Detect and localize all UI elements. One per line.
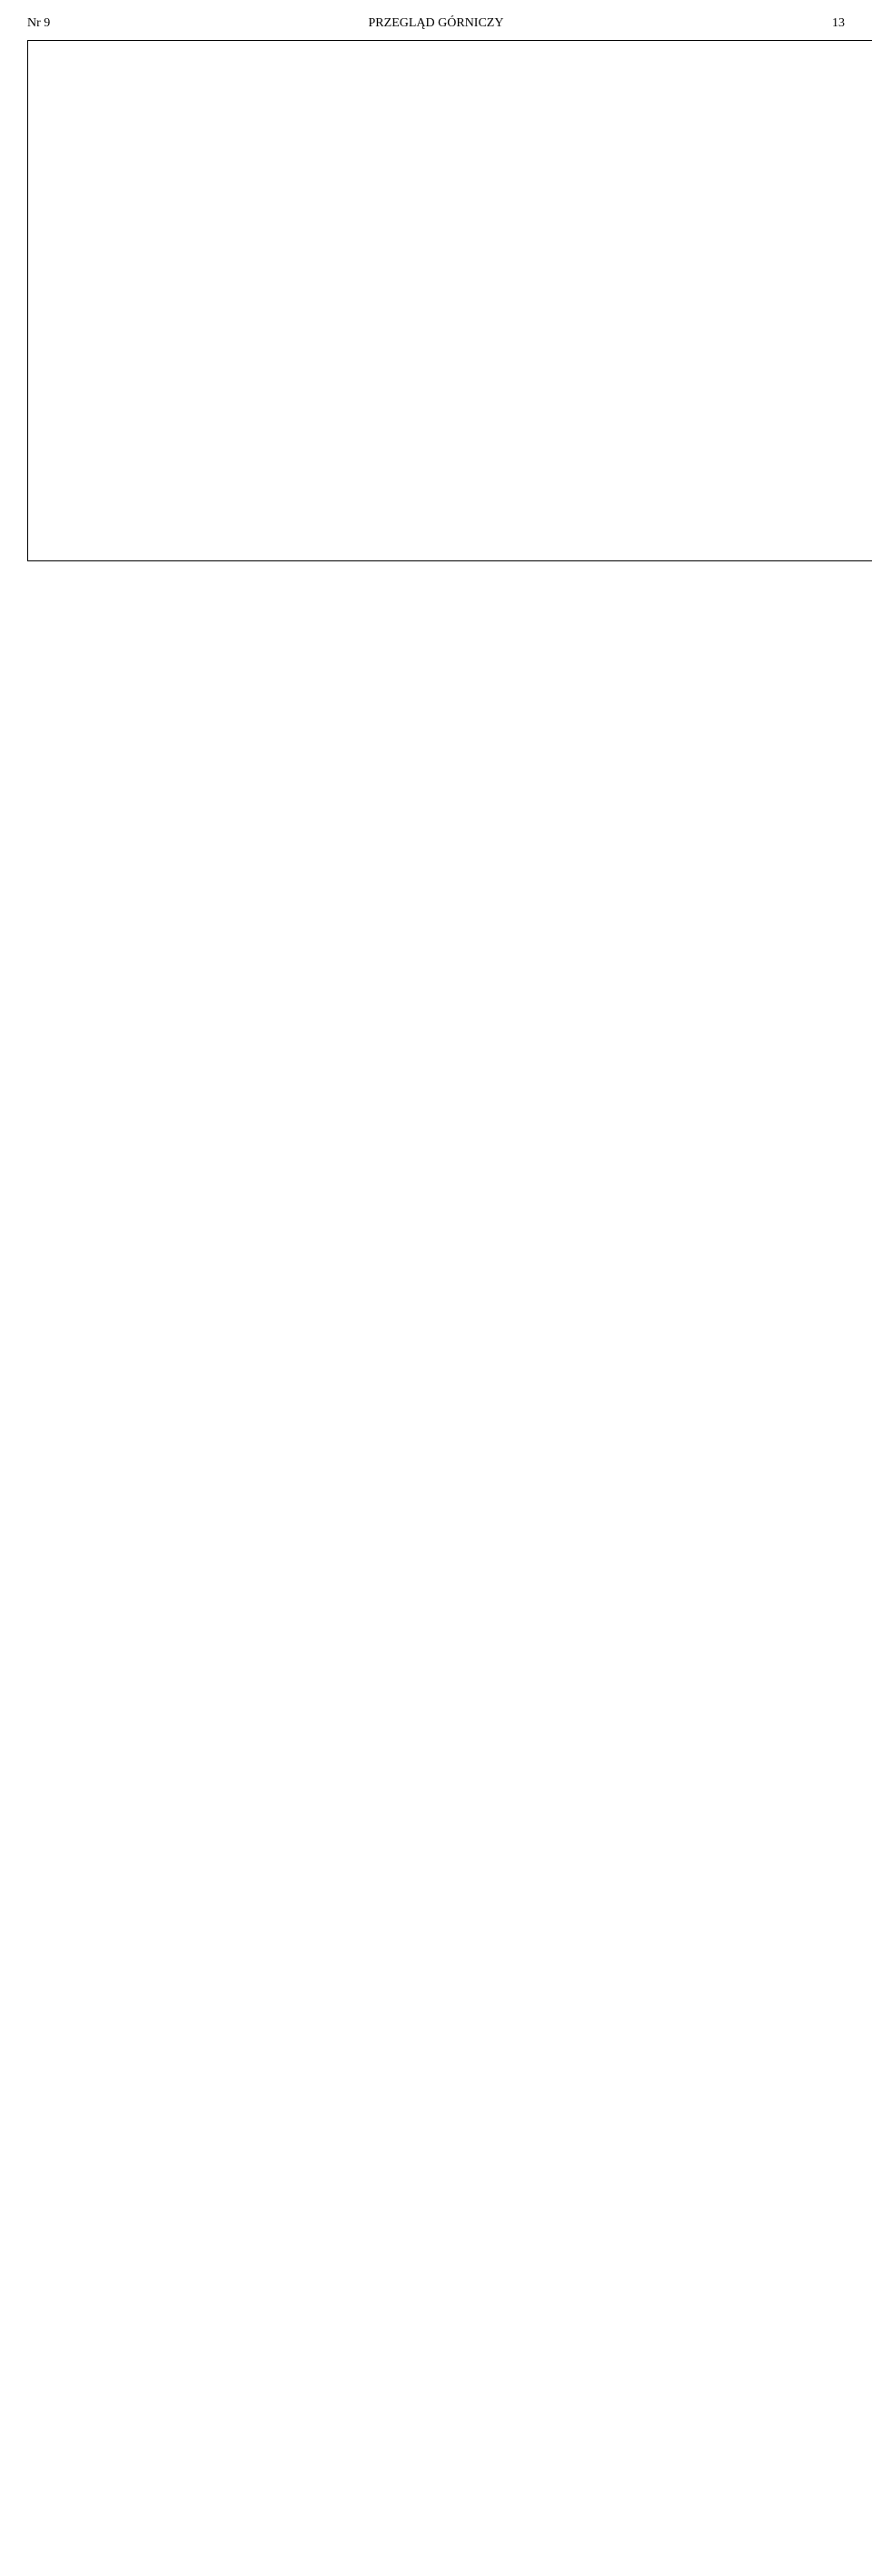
journal-title: PRZEGLĄD GÓRNICZY [369,16,504,31]
table1: Tablica 1. Zestawienie wskaźników charak… [27,40,872,2576]
t1-row: 3 Stosunek nadkładu do węgla N:W m³/Mg 3… [28,1602,872,2123]
table1-block: Tablica 1. Zestawienie wskaźników charak… [27,40,872,2576]
table1-rotated-caption: Tablica 1. Zestawienie wskaźników charak… [28,41,872,561]
t1-row: 1. Dostawy węgla brunatnego do elektrown… [28,561,872,1082]
t1-row: 2 Wartość opałowa węgla brunatnego MJ/kg… [28,1082,872,1602]
t1-row: 4 Wydobycie masy mln m³ 291 299,6 313 32… [28,2123,872,2576]
page-issue: Nr 9 [27,16,50,31]
page-number: 13 [832,16,845,31]
